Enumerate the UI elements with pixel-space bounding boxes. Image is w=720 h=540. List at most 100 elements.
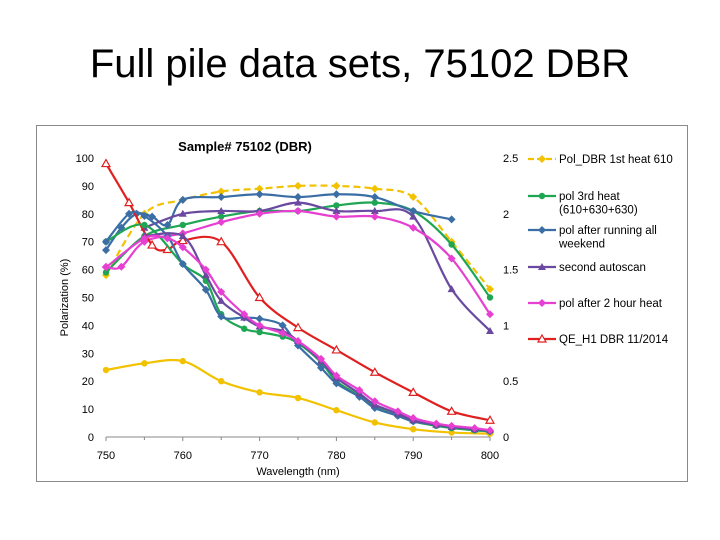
data-point <box>117 262 126 271</box>
data-point <box>217 207 226 215</box>
legend-entry: Pol_DBR 1st heat 610 <box>528 154 673 166</box>
data-point <box>333 202 340 209</box>
data-point <box>256 389 263 396</box>
x-axis-label: Wavelength (nm) <box>256 466 339 478</box>
y-tick-label: 90 <box>82 181 94 193</box>
data-point <box>255 184 264 193</box>
data-point <box>409 414 418 423</box>
data-point <box>370 397 379 406</box>
data-point <box>446 406 457 415</box>
y-tick-label: 0 <box>88 432 94 444</box>
data-point <box>447 421 456 430</box>
y-tick-label: 40 <box>82 320 94 332</box>
data-point <box>141 360 148 367</box>
data-point <box>332 379 341 388</box>
series-10 <box>102 234 494 435</box>
data-point <box>179 357 186 365</box>
data-point <box>217 312 226 321</box>
y-tick-label: 100 <box>76 153 94 165</box>
legend-label: pol after running all weekend <box>558 225 657 251</box>
series-line <box>144 201 491 332</box>
data-point <box>332 190 341 199</box>
chart-title: Sample# 75102 (DBR) <box>178 139 312 154</box>
y2-tick-label: 0 <box>503 432 509 444</box>
data-point <box>447 215 456 224</box>
data-point <box>294 337 302 346</box>
x-tick-label: 760 <box>174 450 192 462</box>
series-6 <box>102 357 494 437</box>
data-point <box>370 207 379 215</box>
data-point <box>241 325 248 332</box>
data-point <box>409 212 418 220</box>
x-tick-label: 780 <box>327 450 345 462</box>
data-point <box>371 419 378 426</box>
data-point <box>538 226 546 234</box>
data-point <box>147 239 158 249</box>
data-point <box>163 234 172 243</box>
data-point <box>538 155 546 163</box>
data-point <box>486 294 494 301</box>
data-point <box>292 322 304 332</box>
chart-frame <box>36 125 688 482</box>
data-point <box>201 285 210 294</box>
data-point <box>370 184 379 193</box>
legend: Pol_DBR 1st heat 610 pol 3rd heat (610+630… <box>528 154 673 346</box>
data-point <box>447 254 456 263</box>
data-point <box>294 193 302 202</box>
data-point <box>178 209 187 217</box>
y2-tick-label: 2 <box>503 209 509 221</box>
data-point <box>538 263 546 270</box>
legend-marker <box>536 333 548 343</box>
data-point <box>370 212 379 221</box>
data-point <box>410 425 417 433</box>
data-point <box>124 197 135 207</box>
y-tick-label: 50 <box>82 293 94 305</box>
legend-entry: second autoscan <box>528 262 646 274</box>
data-point <box>409 207 418 216</box>
y-axis-label: Polarization (%) <box>59 259 71 337</box>
legend-label: pol after 2 hour heat <box>559 298 663 310</box>
data-point <box>217 296 226 304</box>
x-tick-label: 790 <box>404 450 422 462</box>
data-point <box>102 263 110 272</box>
data-point <box>218 213 225 220</box>
legend-entry: pol after running all weekend <box>528 225 657 251</box>
data-point <box>216 236 227 246</box>
data-point <box>317 363 326 372</box>
series-5 <box>100 158 496 424</box>
data-point <box>371 199 378 206</box>
data-point <box>333 407 340 414</box>
x-tick-label: 800 <box>481 450 499 462</box>
data-point <box>369 367 380 376</box>
data-point <box>125 209 134 218</box>
data-point <box>217 193 226 202</box>
data-point <box>409 223 418 232</box>
series-2 <box>102 190 456 255</box>
data-point <box>255 321 264 330</box>
slide-title: Full pile data sets, 75102 DBR <box>89 42 631 86</box>
data-point <box>102 246 110 255</box>
data-point <box>486 326 494 334</box>
y-tick-label: 80 <box>82 209 94 221</box>
data-point <box>294 181 302 190</box>
data-point <box>178 232 187 240</box>
data-point <box>486 285 494 294</box>
data-point <box>240 310 249 319</box>
data-point <box>355 386 364 395</box>
data-point <box>201 265 210 274</box>
legend-entry: QE_H1 DBR 11/2014 <box>528 333 669 346</box>
data-point <box>332 207 341 215</box>
data-point <box>332 371 341 380</box>
data-point <box>538 299 546 307</box>
data-point <box>178 195 187 204</box>
data-point <box>370 193 379 202</box>
data-point <box>179 221 186 229</box>
data-point <box>331 344 342 354</box>
data-point <box>255 314 264 323</box>
data-point <box>278 329 287 338</box>
data-point <box>409 193 418 202</box>
data-point <box>408 387 419 396</box>
data-point <box>163 220 172 229</box>
y2-tick-label: 1.5 <box>503 265 518 277</box>
